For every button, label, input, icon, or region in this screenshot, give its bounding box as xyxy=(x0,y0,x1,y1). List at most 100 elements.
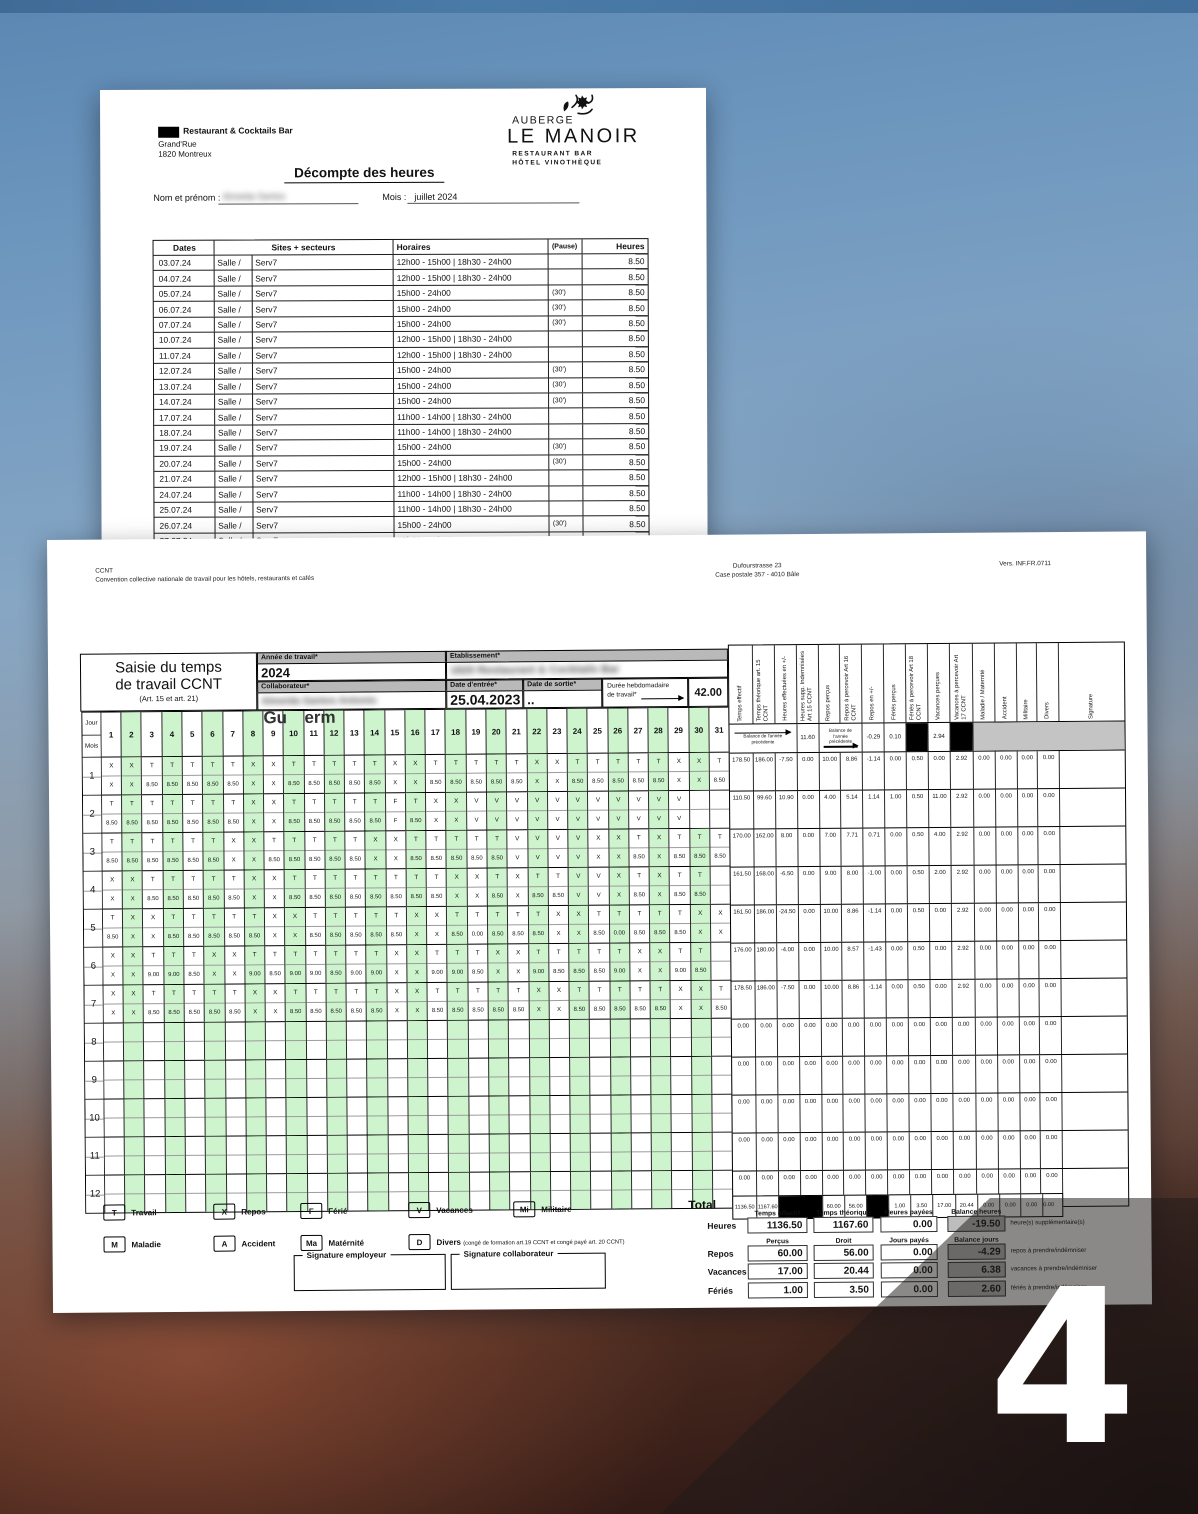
summary-col-header: Repos en +/- xyxy=(861,644,884,723)
grid-day-cell: X X xyxy=(528,982,549,1020)
grid-corner-cell: Jour Mois xyxy=(82,712,101,757)
day-code xyxy=(591,1171,611,1191)
grid-day-cell xyxy=(103,1061,124,1099)
cell-heures: 8.50 xyxy=(582,439,649,455)
redacted-collaborateur-text: Almeida Santos Antonio xyxy=(261,694,377,707)
cell-pause xyxy=(548,408,583,424)
summary-value-cell: 0.00 xyxy=(738,1137,750,1144)
grid-day-cell: T 8.50 xyxy=(203,908,224,946)
summary-value-cell: 0.00 xyxy=(995,903,1018,941)
summary-value-cell: 0.00 xyxy=(886,1094,909,1132)
cell-site: Salle / xyxy=(213,425,252,440)
ccnt-postal: Case postale 357 - 4010 Bâle xyxy=(715,571,800,580)
day-hours xyxy=(225,1041,244,1060)
grid-day-cell: T 9.00 xyxy=(608,943,630,981)
day-code xyxy=(144,1023,164,1042)
grid-day-cell: T 8.50 xyxy=(446,982,468,1020)
day-code xyxy=(509,1020,529,1039)
day-hours xyxy=(287,1116,306,1135)
month-row: 11 xyxy=(85,1131,733,1175)
day-code: T xyxy=(446,754,466,774)
grid-day-cell xyxy=(609,1095,631,1133)
summary-value-cell: 0.00 xyxy=(997,1131,1020,1169)
cell-pause xyxy=(548,485,583,501)
cell-pause xyxy=(548,346,583,362)
grid-day-cell: T 8.50 xyxy=(425,868,447,907)
grid-day-cell xyxy=(345,1021,367,1059)
grid-day-cell: T 8.50 xyxy=(324,831,345,869)
grid-day-cell: T 8.50 xyxy=(424,754,446,793)
day-hours xyxy=(226,1079,245,1098)
day-code: V xyxy=(669,790,689,810)
day-code: T xyxy=(629,829,649,848)
day-code: T xyxy=(324,793,345,813)
day-header: 18 xyxy=(444,709,466,754)
day-code: X xyxy=(103,947,123,967)
grid-day-cell: T 8.50 xyxy=(609,981,630,1019)
summary-value-cell: 0.00 xyxy=(907,1018,931,1056)
grid-day-cell xyxy=(265,1060,286,1098)
day-code: X xyxy=(223,832,244,852)
cell-date: 12.07.24 xyxy=(158,365,192,377)
day-code xyxy=(388,1097,408,1116)
document-ccnt-form: CCNT Convention collective nationale de … xyxy=(47,531,1153,1313)
day-hours xyxy=(368,1154,387,1173)
grid-day-cell: T 8.50 xyxy=(100,795,122,833)
day-code xyxy=(488,1020,509,1040)
month-number: 7 xyxy=(90,998,97,1010)
col-header-pause: (Pause) xyxy=(547,239,582,254)
grid-day-cell xyxy=(103,1099,124,1137)
day-code: X xyxy=(568,905,589,925)
day-code xyxy=(408,1059,428,1078)
totals-value-box: 17.00 xyxy=(747,1263,808,1280)
day-code: X xyxy=(650,943,670,962)
grid-day-cell xyxy=(224,1060,246,1098)
day-hours xyxy=(672,1113,691,1132)
grid-day-cell xyxy=(386,1021,408,1059)
grid-day-cell: X X xyxy=(446,868,467,906)
col-header-horaires: Horaires xyxy=(392,239,548,254)
day-code: X xyxy=(123,985,144,1004)
day-hours xyxy=(166,1155,185,1174)
day-code: T xyxy=(102,909,123,929)
day-hours: 8.50 xyxy=(370,894,382,901)
month-label: Mois : xyxy=(382,191,407,203)
day-code xyxy=(124,1023,144,1042)
summary-value-cell: 0.00 xyxy=(1017,865,1039,903)
day-hours: X xyxy=(434,931,439,938)
day-hours: 8.50 xyxy=(187,819,199,826)
grid-day-cell: T 9.00 xyxy=(426,944,447,983)
grid-day-cell xyxy=(164,1136,185,1175)
day-hours xyxy=(571,1152,590,1171)
day-hours: X xyxy=(393,780,398,787)
day-code xyxy=(590,1095,611,1115)
summary-col-header: Divers xyxy=(1036,643,1059,722)
day-code: T xyxy=(325,869,345,889)
day-hours: 8.50 xyxy=(208,1009,221,1016)
day-code xyxy=(571,1171,591,1191)
day-hours: 8.50 xyxy=(207,895,220,902)
day-code: T xyxy=(487,868,508,888)
summary-value-cell: 0.00 xyxy=(1038,941,1061,979)
summary-value-cell: 0.00 xyxy=(842,1094,865,1132)
day-code xyxy=(347,1135,368,1155)
grid-day-cell xyxy=(548,1057,570,1096)
summary-value-cell: 8.86 xyxy=(840,752,863,790)
summary-value-cell: 0.00 xyxy=(974,979,997,1017)
cell-horaires: 15h00 - 24h00 xyxy=(392,300,549,316)
day-hours: 8.50 xyxy=(471,855,483,862)
summary-month-row: 110.50 99.60 10.90 0.00 4.00 5.14 1.14 1.00 0.50… xyxy=(729,787,1126,829)
day-hours: 8.50 xyxy=(571,778,584,785)
day-code: X xyxy=(670,980,691,1000)
day-code: V xyxy=(568,829,588,849)
day-hours xyxy=(469,1077,488,1096)
day-hours: 8.50 xyxy=(713,777,726,784)
cell-horaires: 15h00 - 24h00 xyxy=(393,455,549,471)
summary-value-cell: 0.00 xyxy=(930,1093,953,1132)
day-code: T xyxy=(325,907,346,927)
signature-cell xyxy=(1061,1092,1128,1131)
summary-value-cell: 0.00 xyxy=(1038,865,1061,903)
grid-day-cell xyxy=(286,1135,307,1174)
summary-value-cell: 0.00 xyxy=(886,1132,910,1170)
grid-day-cell: T 8.50 xyxy=(121,795,142,833)
